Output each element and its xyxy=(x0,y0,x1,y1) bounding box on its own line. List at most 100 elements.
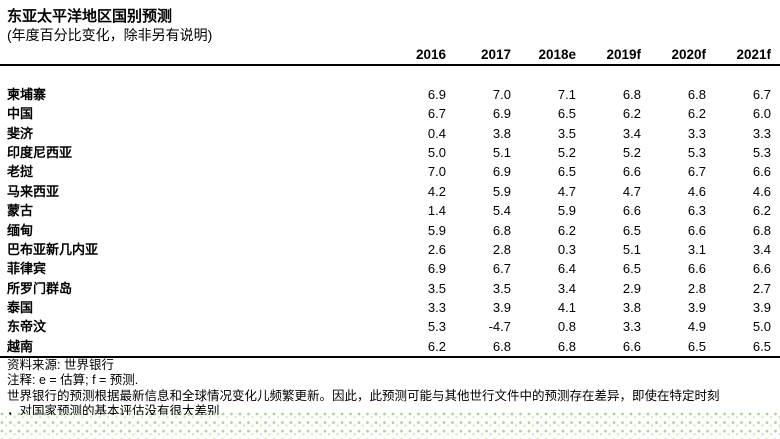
table-row: 菲律宾 6.9 6.7 6.4 6.5 6.6 6.6 xyxy=(0,259,780,278)
value-cell: 6.7 xyxy=(492,261,511,277)
country-column-header-spacer xyxy=(0,47,390,63)
country-cell: 马来西亚 xyxy=(7,183,60,199)
value-cell: 5.0 xyxy=(427,145,446,161)
value-cell: 6.2 xyxy=(427,338,446,354)
value-cell: 5.3 xyxy=(752,145,771,161)
value-cell: 5.1 xyxy=(622,241,641,257)
value-cell: 3.9 xyxy=(492,299,511,315)
value-cell: 4.7 xyxy=(557,183,576,199)
value-cell: 0.8 xyxy=(557,319,576,335)
value-cell: 3.5 xyxy=(427,280,446,296)
value-cell: 5.3 xyxy=(427,319,446,335)
country-cell: 斐济 xyxy=(7,125,34,141)
value-cell: 6.2 xyxy=(752,203,771,219)
value-cell: 5.0 xyxy=(752,319,771,335)
value-cell: 6.6 xyxy=(687,222,706,238)
country-cell: 越南 xyxy=(7,338,34,354)
value-cell: 6.8 xyxy=(492,222,511,238)
table-row: 蒙古 1.4 5.4 5.9 6.6 6.3 6.2 xyxy=(0,201,780,220)
value-cell: 6.2 xyxy=(557,222,576,238)
value-cell: 3.4 xyxy=(622,125,641,141)
value-cell: 6.9 xyxy=(492,106,511,122)
value-cell: 4.9 xyxy=(687,319,706,335)
value-cell: -4.7 xyxy=(488,319,511,335)
value-cell: 6.6 xyxy=(622,203,641,219)
value-cell: 3.5 xyxy=(557,125,576,141)
country-cell: 印度尼西亚 xyxy=(7,145,73,161)
value-cell: 6.5 xyxy=(752,338,771,354)
table-row: 越南 6.2 6.8 6.8 6.6 6.5 6.5 xyxy=(0,337,780,356)
value-cell: 6.5 xyxy=(557,106,576,122)
column-header-2017: 2017 xyxy=(480,47,511,62)
value-cell: 6.5 xyxy=(687,338,706,354)
column-header-2018e: 2018e xyxy=(538,47,576,62)
value-cell: 5.1 xyxy=(492,145,511,161)
value-cell: 7.0 xyxy=(492,87,511,102)
value-cell: 6.0 xyxy=(752,106,771,122)
value-cell: 6.3 xyxy=(687,203,706,219)
dotted-pattern xyxy=(0,412,780,439)
value-cell: 6.6 xyxy=(687,261,706,277)
value-cell: 3.4 xyxy=(752,241,771,257)
value-cell: 5.4 xyxy=(492,203,511,219)
value-cell: 3.5 xyxy=(492,280,511,296)
value-cell: 6.2 xyxy=(622,106,641,122)
value-cell: 7.1 xyxy=(557,87,576,102)
value-cell: 3.8 xyxy=(622,299,641,315)
table-row: 柬埔寨 6.9 7.0 7.1 6.8 6.8 6.7 xyxy=(0,85,780,104)
value-cell: 5.9 xyxy=(557,203,576,219)
value-cell: 1.4 xyxy=(427,203,446,219)
value-cell: 4.6 xyxy=(687,183,706,199)
value-cell: 6.6 xyxy=(752,164,771,180)
value-cell: 3.3 xyxy=(622,319,641,335)
value-cell: 0.4 xyxy=(427,125,446,141)
country-cell: 东帝汶 xyxy=(7,319,47,335)
header-rule xyxy=(0,64,780,66)
value-cell: 5.9 xyxy=(492,183,511,199)
country-cell: 菲律宾 xyxy=(7,261,47,277)
value-cell: 4.1 xyxy=(557,299,576,315)
value-cell: 2.8 xyxy=(492,241,511,257)
value-cell: 6.8 xyxy=(752,222,771,238)
table-row: 印度尼西亚 5.0 5.1 5.2 5.2 5.3 5.3 xyxy=(0,143,780,162)
value-cell: 5.2 xyxy=(557,145,576,161)
value-cell: 6.8 xyxy=(622,87,641,102)
value-cell: 2.7 xyxy=(752,280,771,296)
notes-line: 注释: e = 估算; f = 预测. xyxy=(7,373,139,387)
footer-rule xyxy=(0,356,780,358)
value-cell: 5.3 xyxy=(687,145,706,161)
table-row: 所罗门群岛 3.5 3.5 3.4 2.9 2.8 2.7 xyxy=(0,279,780,298)
value-cell: 6.6 xyxy=(622,338,641,354)
value-cell: 5.2 xyxy=(622,145,641,161)
table-column-headers: 2016 2017 2018e 2019f 2020f 2021f xyxy=(0,47,780,63)
value-cell: 3.3 xyxy=(427,299,446,315)
country-cell: 柬埔寨 xyxy=(7,87,47,102)
value-cell: 6.9 xyxy=(427,261,446,277)
disclaimer-text: 世界银行的预测根据最新信息和全球情况变化儿频繁更新。因此，此预测可能与其他世行文… xyxy=(7,389,720,403)
column-header-2021f: 2021f xyxy=(736,47,771,62)
value-cell: 6.4 xyxy=(557,261,576,277)
country-cell: 中国 xyxy=(7,106,34,122)
value-cell: 6.9 xyxy=(427,87,446,102)
value-cell: 6.5 xyxy=(557,164,576,180)
value-cell: 6.7 xyxy=(687,164,706,180)
value-cell: 5.9 xyxy=(427,222,446,238)
value-cell: 6.6 xyxy=(752,261,771,277)
value-cell: 3.9 xyxy=(687,299,706,315)
value-cell: 3.3 xyxy=(752,125,771,141)
value-cell: 6.8 xyxy=(492,338,511,354)
value-cell: 2.6 xyxy=(427,241,446,257)
page-title: 东亚太平洋地区国别预测 xyxy=(7,8,173,25)
value-cell: 6.5 xyxy=(622,222,641,238)
value-cell: 6.8 xyxy=(687,87,706,102)
value-cell: 6.2 xyxy=(687,106,706,122)
clipped-line-wrap: ，对国家预测的基本评估没有很大差别 xyxy=(0,404,780,415)
table-body: 柬埔寨 6.9 7.0 7.1 6.8 6.8 6.7 中国 6.7 6.9 6… xyxy=(0,85,780,356)
column-header-2019f: 2019f xyxy=(606,47,641,62)
value-cell: 4.2 xyxy=(427,183,446,199)
country-cell: 所罗门群岛 xyxy=(7,280,73,296)
value-cell: 0.3 xyxy=(557,241,576,257)
value-cell: 3.1 xyxy=(687,241,706,257)
value-cell: 6.6 xyxy=(622,164,641,180)
